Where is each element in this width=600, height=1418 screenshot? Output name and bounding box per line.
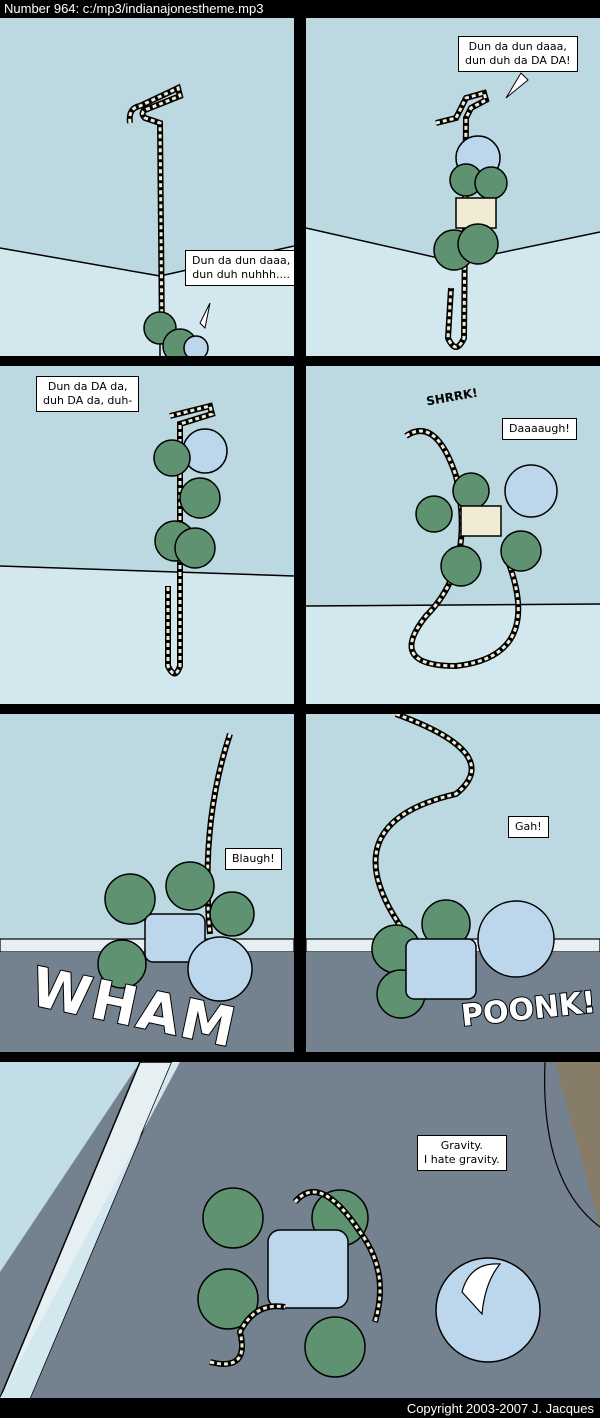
panel-4: SHRRK! Daaaaugh! xyxy=(306,366,600,704)
panel-5: WHAM Blaugh! xyxy=(0,714,294,1052)
speech-bubble-2: Dun da dun daaa, dun duh da DA DA! xyxy=(458,36,578,72)
speech-bubble-5: Blaugh! xyxy=(225,848,282,870)
panel-4-art xyxy=(306,366,600,704)
speech-bubble-7: Gravity. I hate gravity. xyxy=(417,1135,507,1171)
speech-bubble-6: Gah! xyxy=(508,816,549,838)
copyright-notice: Copyright 2003-2007 J. Jacques xyxy=(406,1401,594,1416)
robot-head xyxy=(183,335,209,356)
robot-head xyxy=(435,1257,541,1363)
panel-1: Dun da dun daaa, dun duh nuhhh.... xyxy=(0,18,294,356)
speech-bubble-4: Daaaaugh! xyxy=(502,418,577,440)
comic-title: Number 964: c:/mp3/indianajonestheme.mp3 xyxy=(4,1,264,16)
panel-7: Gravity. I hate gravity. xyxy=(0,1062,600,1398)
panel-6: POONK! Gah! xyxy=(306,714,600,1052)
speech-bubble-3: Dun da DA da, duh DA da, duh- xyxy=(36,376,140,412)
panel-5-art xyxy=(0,714,294,1052)
fallen-robot-body xyxy=(197,1187,383,1378)
panel-6-art xyxy=(306,714,600,1052)
panel-1-art xyxy=(0,18,294,356)
panel-7-art xyxy=(0,1062,600,1398)
panel-2-art xyxy=(306,18,600,356)
rope xyxy=(126,83,184,339)
panel-3: Dun da DA da, duh DA da, duh- xyxy=(0,366,294,704)
panel-3-art xyxy=(0,366,294,704)
panel-2: Dun da dun daaa, dun duh da DA DA! xyxy=(306,18,600,356)
speech-bubble-1: Dun da dun daaa, dun duh nuhhh.... xyxy=(185,250,294,286)
